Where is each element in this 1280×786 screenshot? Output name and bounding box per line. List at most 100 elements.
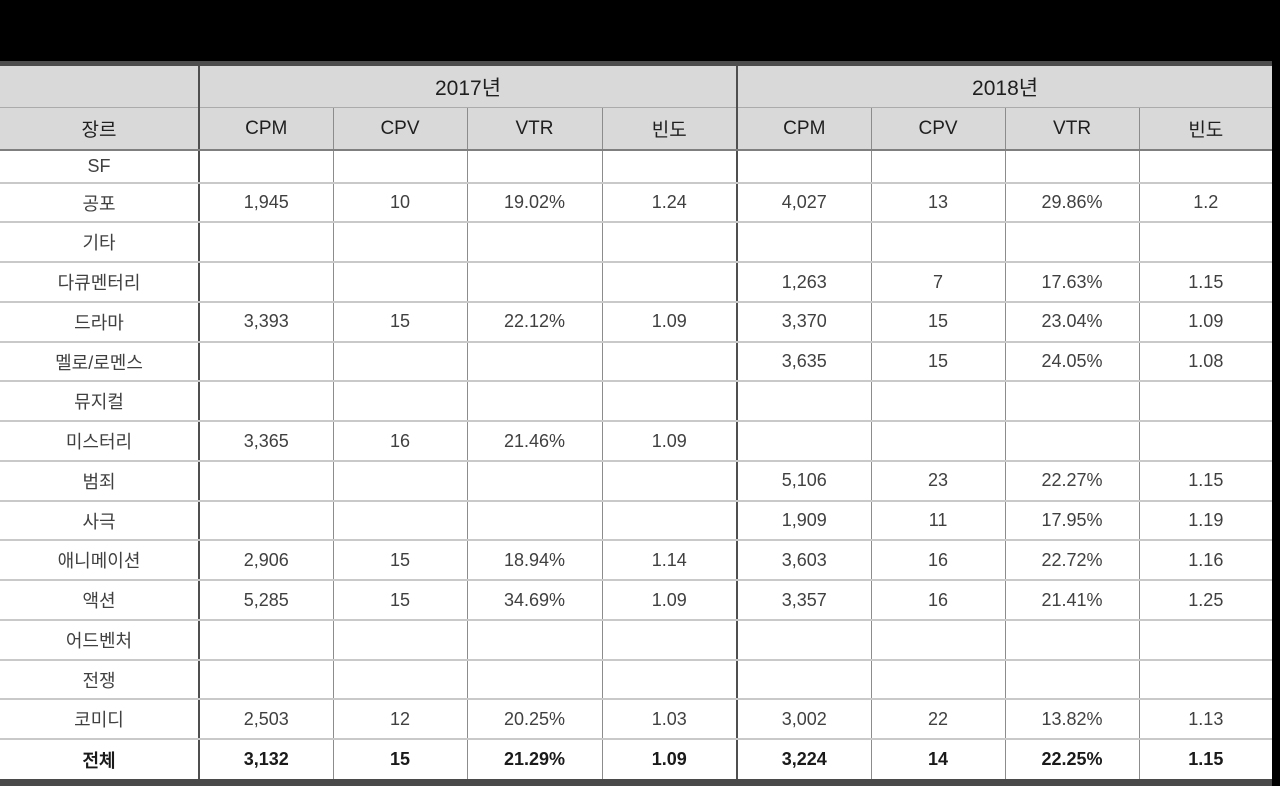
cpm-2018-cell: 5,106 (736, 460, 872, 502)
cpv-2018-cell: 14 (870, 738, 1006, 784)
cpm-2018-cell: 3,370 (736, 301, 872, 343)
cpm-2017-cell (199, 381, 333, 423)
table-row: 멜로/로멘스 3,635 15 24.05% 1.08 (0, 341, 1280, 383)
vtr-2017-cell: 21.29% (466, 738, 602, 784)
cpv-2017-cell: 15 (332, 301, 467, 343)
freq-2018-cell (1138, 659, 1273, 701)
cpm-2017-cell: 3,365 (199, 421, 333, 462)
vtr-2017-cell (466, 150, 602, 184)
vtr-2018-cell (1004, 421, 1140, 462)
genre-cell: 드라마 (0, 301, 200, 343)
cpm-2017-cell: 2,906 (199, 540, 333, 582)
cpm-2017-cell (199, 222, 333, 264)
cpv-2017-cell: 15 (332, 540, 467, 582)
genre-cell: 미스터리 (0, 421, 200, 462)
cpm-2017-cell (199, 460, 333, 502)
freq-2018-cell: 1.08 (1138, 341, 1273, 383)
freq-2018-cell (1138, 421, 1273, 462)
corner-cell (0, 63, 200, 108)
freq-2017-cell: 1.09 (601, 421, 739, 462)
vtr-2017-cell: 22.12% (466, 301, 602, 343)
table-row: 애니메이션 2,906 15 18.94% 1.14 3,603 16 22.7… (0, 540, 1280, 582)
cpm-2018-cell: 3,357 (736, 580, 872, 621)
cpm-2017-cell (199, 341, 333, 383)
cpv-2018-cell (870, 421, 1006, 462)
freq-2017-cell (601, 500, 739, 542)
genre-cell: 공포 (0, 182, 200, 224)
cpv-2017-cell: 15 (332, 580, 467, 621)
cpv-2017-cell: 15 (332, 738, 467, 784)
cpv-2017-cell (332, 500, 467, 542)
cpv-2017-cell (332, 460, 467, 502)
cpm-2018-header: CPM (736, 107, 872, 151)
genre-cell: SF (0, 150, 200, 184)
vtr-2017-cell: 19.02% (466, 182, 602, 224)
freq-2018-cell (1138, 150, 1273, 184)
freq-2017-header: 빈도 (601, 107, 739, 151)
cpm-2018-cell (736, 222, 872, 264)
vtr-2018-cell: 17.63% (1004, 262, 1140, 303)
table-row: 다큐멘터리 1,263 7 17.63% 1.15 (0, 262, 1280, 303)
table-row: 액션 5,285 15 34.69% 1.09 3,357 16 21.41% … (0, 580, 1280, 621)
cpv-2018-cell (870, 659, 1006, 701)
vtr-2017-cell (466, 500, 602, 542)
vtr-2018-cell (1004, 381, 1140, 423)
freq-2018-cell (1138, 381, 1273, 423)
cpm-2017-cell (199, 659, 333, 701)
genre-cell: 전체 (0, 738, 200, 784)
table-row: SF (0, 150, 1280, 184)
freq-2018-cell: 1.16 (1138, 540, 1273, 582)
vtr-2018-cell (1004, 150, 1140, 184)
table-row: 공포 1,945 10 19.02% 1.24 4,027 13 29.86% … (0, 182, 1280, 224)
vtr-2018-cell: 29.86% (1004, 182, 1140, 224)
vtr-2018-cell: 21.41% (1004, 580, 1140, 621)
cpv-2017-cell: 12 (332, 699, 467, 741)
cpm-2018-cell: 1,263 (736, 262, 872, 303)
cpv-2018-cell: 16 (870, 580, 1006, 621)
table-row: 전쟁 (0, 659, 1280, 701)
genre-cell: 기타 (0, 222, 200, 264)
freq-2017-cell: 1.14 (601, 540, 739, 582)
freq-2017-cell (601, 381, 739, 423)
cpv-2018-header: CPV (870, 107, 1006, 151)
genre-cell: 멜로/로멘스 (0, 341, 200, 383)
table-body: SF 공포 1,945 10 19.02% 1.24 4,027 13 29.8… (0, 150, 1280, 784)
freq-2018-cell: 1.13 (1138, 699, 1273, 741)
genre-cell: 어드벤처 (0, 619, 200, 661)
table-row: 어드벤처 (0, 619, 1280, 661)
cpm-2018-cell: 1,909 (736, 500, 872, 542)
cpv-2017-cell (332, 619, 467, 661)
genre-cell: 코미디 (0, 699, 200, 741)
freq-2017-cell (601, 619, 739, 661)
table-row: 전체 3,132 15 21.29% 1.09 3,224 14 22.25% … (0, 738, 1280, 784)
cpv-2017-cell (332, 341, 467, 383)
freq-2017-cell (601, 460, 739, 502)
cpm-2018-cell (736, 150, 872, 184)
vtr-2017-cell: 18.94% (466, 540, 602, 582)
top-letterbox-band (0, 0, 1280, 61)
table-row: 미스터리 3,365 16 21.46% 1.09 (0, 421, 1280, 462)
table-row: 뮤지컬 (0, 381, 1280, 423)
genre-cell: 액션 (0, 580, 200, 621)
vtr-2017-cell: 34.69% (466, 580, 602, 621)
genre-cell: 애니메이션 (0, 540, 200, 582)
genre-metrics-table: 2017년 2018년 장르 CPM CPV VTR 빈도 CPM CPV VT… (0, 61, 1280, 786)
vtr-2017-cell (466, 659, 602, 701)
cpv-2018-cell (870, 150, 1006, 184)
freq-2017-cell: 1.09 (601, 738, 739, 784)
genre-column-header: 장르 (0, 107, 200, 151)
cpv-2018-cell: 15 (870, 341, 1006, 383)
right-letterbox-band (1272, 0, 1280, 786)
cpm-2018-cell: 4,027 (736, 182, 872, 224)
vtr-2017-cell (466, 341, 602, 383)
cpm-2017-header: CPM (198, 107, 333, 151)
freq-2018-cell: 1.25 (1138, 580, 1273, 621)
cpm-2017-cell (199, 262, 333, 303)
table-row: 기타 (0, 222, 1280, 264)
cpv-2018-cell (870, 619, 1006, 661)
vtr-2018-cell: 22.27% (1004, 460, 1140, 502)
cpm-2018-cell (736, 381, 872, 423)
genre-metrics-table-wrap: 2017년 2018년 장르 CPM CPV VTR 빈도 CPM CPV VT… (0, 61, 1280, 786)
cpm-2017-cell (199, 619, 333, 661)
